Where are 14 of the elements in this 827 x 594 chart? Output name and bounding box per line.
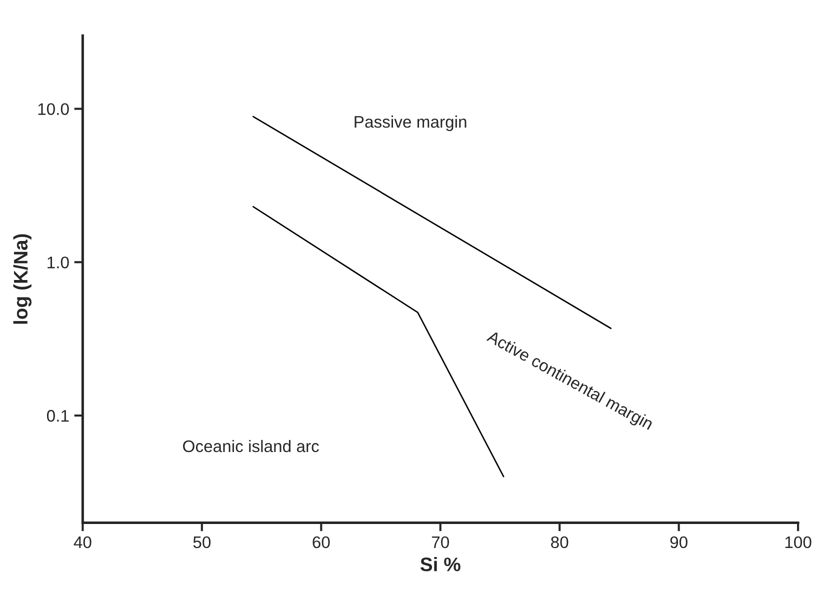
y-tick-label: 0.1 bbox=[46, 410, 69, 422]
y-tick-label: 10.0 bbox=[38, 103, 69, 116]
x-tick-label: 80 bbox=[551, 536, 568, 548]
y-axis-title: log (K/Na) bbox=[13, 234, 32, 324]
x-tick-label: 50 bbox=[193, 536, 211, 548]
x-tick-label: 100 bbox=[785, 536, 812, 548]
annotation: Passive margin bbox=[354, 116, 466, 132]
x-tick-label: 70 bbox=[432, 536, 449, 548]
y-tick-label: 1.0 bbox=[48, 256, 69, 268]
x-axis-title: Si % bbox=[420, 557, 460, 572]
x-tick-label: 60 bbox=[312, 536, 330, 548]
x-tick-label: 90 bbox=[670, 536, 688, 548]
annotation: Oceanic island arc bbox=[183, 440, 319, 452]
x-tick-label: 40 bbox=[74, 536, 92, 548]
